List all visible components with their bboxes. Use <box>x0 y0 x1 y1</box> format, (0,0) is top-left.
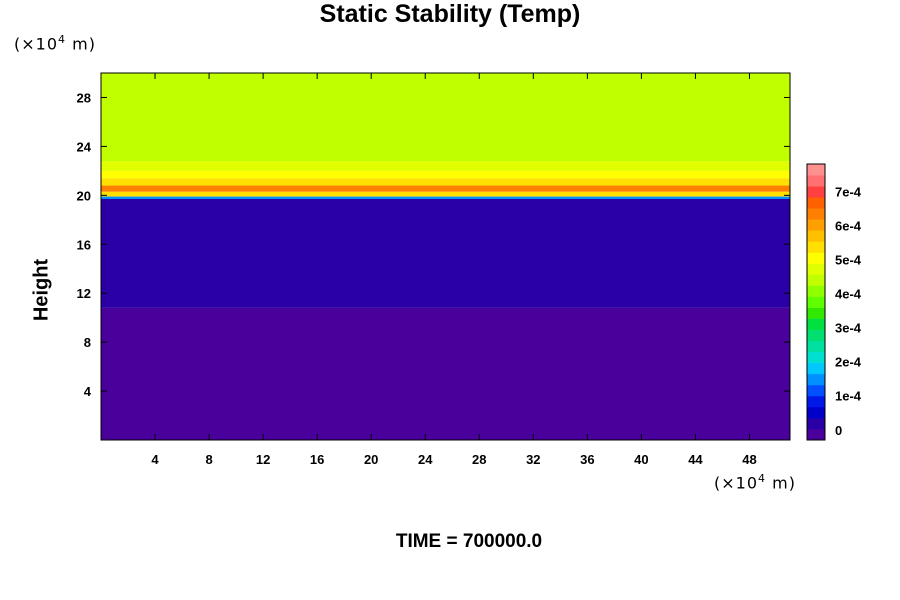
colorbar-segment <box>807 241 825 253</box>
x-tick-label: 8 <box>205 452 212 467</box>
y-tick-label: 24 <box>77 139 92 154</box>
y-tick-label: 12 <box>77 286 91 301</box>
y-tick-label: 8 <box>84 335 91 350</box>
colorbar-tick-label: 3e-4 <box>835 321 862 336</box>
colorbar-tick-label: 5e-4 <box>835 252 862 267</box>
y-tick-label: 28 <box>77 90 91 105</box>
heatmap-band-8 <box>101 73 790 162</box>
y-unit-suffix: m) <box>66 34 96 54</box>
heatmap-band-6 <box>101 170 790 179</box>
colorbar-segment <box>807 406 825 419</box>
colorbar-segment <box>807 362 825 375</box>
colorbar-segment <box>807 428 825 441</box>
colorbar-segment <box>807 230 825 242</box>
colorbar-segment <box>807 351 825 364</box>
heatmap-band-3 <box>101 191 790 197</box>
heatmap-band-7 <box>101 161 790 171</box>
colorbar-segment <box>807 263 825 275</box>
y-tick-label: 16 <box>77 237 91 252</box>
colorbar-segment <box>807 384 825 397</box>
x-unit-base: (×10 <box>714 473 759 493</box>
y-tick-label: 20 <box>77 188 91 203</box>
x-tick-label: 4 <box>151 452 159 467</box>
heatmap-band-4 <box>101 185 790 192</box>
colorbar-segment <box>807 329 825 342</box>
colorbar-tick-label: 7e-4 <box>835 184 862 199</box>
colorbar-segment <box>807 373 825 386</box>
x-tick-label: 32 <box>526 452 540 467</box>
y-axis-unit: (×104 m) <box>14 33 96 53</box>
colorbar-segment <box>807 186 825 198</box>
colorbar-segment <box>807 208 825 220</box>
colorbar-tick-label: 1e-4 <box>835 389 862 404</box>
x-tick-label: 20 <box>364 452 378 467</box>
x-tick-label: 48 <box>742 452 756 467</box>
colorbar-segment <box>807 417 825 430</box>
colorbar-segment <box>807 274 825 286</box>
plot-frame <box>100 72 791 441</box>
colorbar-segment <box>807 307 825 319</box>
heatmap-band-1 <box>101 199 790 308</box>
colorbar-tick-label: 2e-4 <box>835 355 862 370</box>
chart-title: Static Stability (Temp) <box>319 0 581 28</box>
colorbar-segment <box>807 296 825 308</box>
x-tick-label: 24 <box>418 452 433 467</box>
x-tick-label: 28 <box>472 452 486 467</box>
heatmap-band-5 <box>101 178 790 186</box>
colorbar-segment <box>807 175 825 187</box>
colorbar-segment <box>807 197 825 209</box>
x-tick-label: 44 <box>688 452 703 467</box>
colorbar-frame <box>806 163 826 441</box>
y-tick-label: 4 <box>84 384 92 399</box>
x-tick-label: 40 <box>634 452 648 467</box>
colorbar-tick-label: 4e-4 <box>835 286 862 301</box>
y-unit-exponent: 4 <box>58 33 67 46</box>
colorbar-segment <box>807 340 825 353</box>
x-axis-unit: (×104 m) <box>714 472 796 492</box>
colorbar-tick-label: 6e-4 <box>835 218 862 233</box>
colorbar-segment <box>807 219 825 231</box>
colorbar-segment <box>807 164 825 176</box>
heatmap-band-0 <box>101 307 790 440</box>
y-unit-base: (×10 <box>14 34 59 54</box>
x-unit-exponent: 4 <box>758 472 767 485</box>
colorbar-segment <box>807 318 825 330</box>
heatmap-band-2 <box>101 196 790 200</box>
x-tick-label: 12 <box>256 452 270 467</box>
time-label: TIME = 700000.0 <box>395 531 543 552</box>
colorbar-segment <box>807 252 825 264</box>
colorbar-segment <box>807 285 825 297</box>
x-tick-label: 36 <box>580 452 594 467</box>
x-tick-label: 16 <box>310 452 324 467</box>
colorbar-tick-label: 0 <box>835 423 842 438</box>
colorbar-segment <box>807 395 825 408</box>
x-unit-suffix: m) <box>766 473 796 493</box>
